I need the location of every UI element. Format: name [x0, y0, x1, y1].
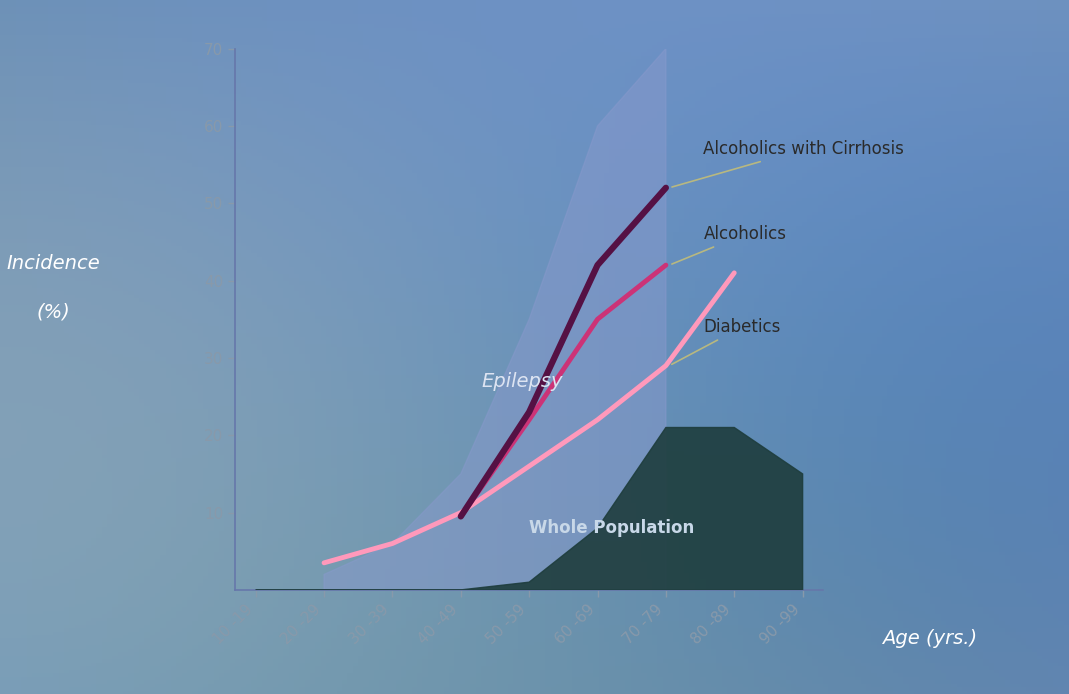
Text: Diabetics: Diabetics: [671, 318, 780, 364]
Text: Alcoholics with Cirrhosis: Alcoholics with Cirrhosis: [672, 140, 904, 187]
Text: Incidence: Incidence: [6, 254, 100, 273]
Text: Epilepsy: Epilepsy: [481, 371, 562, 391]
Polygon shape: [255, 428, 803, 590]
Polygon shape: [324, 49, 666, 590]
Text: (%): (%): [36, 303, 71, 322]
Text: Alcoholics: Alcoholics: [672, 225, 787, 264]
Text: Age (yrs.): Age (yrs.): [883, 629, 977, 648]
Text: Whole Population: Whole Population: [528, 519, 694, 537]
